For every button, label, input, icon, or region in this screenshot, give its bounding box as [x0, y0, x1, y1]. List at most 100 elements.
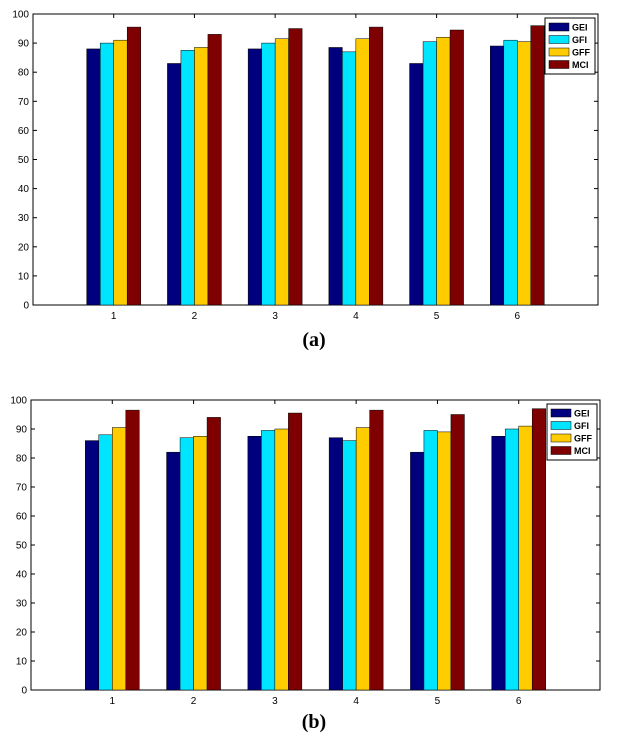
y-tick-label: 0 — [21, 686, 27, 697]
bar-mci-3 — [288, 412, 303, 691]
legend-label-mci: MCI — [572, 60, 589, 70]
bar-gff-3 — [274, 38, 289, 306]
y-tick-label: 10 — [18, 271, 30, 282]
legend-item-gfi: GFI — [550, 421, 589, 431]
chart-panel-b: 0 10 20 30 40 50 60 70 80 90 100 1 2 3 4 5 6 GEI GFI GFF MCI — [10, 396, 601, 707]
y-tick-label: 80 — [16, 454, 28, 465]
legend-label-gfi: GFI — [574, 421, 589, 431]
panel-label-b: (b) — [302, 711, 326, 733]
y-tick-label: 30 — [16, 599, 28, 610]
legend-label-gei: GEI — [574, 409, 590, 419]
legend-item-gei: GEI — [550, 408, 590, 419]
bar-mci-2 — [207, 34, 222, 306]
bar-mci-6 — [530, 25, 545, 306]
bar-gei-5 — [410, 451, 425, 691]
legend-label-gff: GFF — [574, 434, 592, 444]
legend-label-gfi: GFI — [572, 35, 587, 45]
legend-swatch-gei — [548, 22, 570, 32]
y-tick-label: 20 — [18, 242, 30, 253]
x-tick-label: 4 — [353, 311, 359, 322]
bar-gfi-5 — [422, 41, 437, 306]
y-tick-label: 50 — [18, 155, 30, 166]
bar-gfi-3 — [261, 42, 276, 306]
bar-gfi-1 — [99, 42, 114, 306]
bar-mci-6 — [531, 408, 546, 691]
bar-gff-4 — [355, 427, 370, 691]
legend-item-mci: MCI — [548, 60, 589, 70]
legend-a: GEI GFI GFF MCI — [544, 17, 596, 75]
x-tick-label: 3 — [272, 696, 278, 707]
x-tick-label: 1 — [111, 311, 117, 322]
bar-gff-2 — [194, 47, 209, 306]
legend-item-gfi: GFI — [548, 35, 587, 45]
bar-gff-3 — [274, 428, 289, 691]
x-tick-label: 2 — [192, 311, 198, 322]
bar-gei-4 — [328, 437, 343, 691]
bar-gei-5 — [409, 63, 424, 306]
chart-panel-a: 0 10 20 30 40 50 60 70 80 90 100 1 2 3 4 5 6 GEI GFI GFF MCI — [12, 10, 599, 322]
bar-mci-1 — [125, 409, 140, 691]
y-tick-label: 80 — [18, 68, 30, 79]
bar-mci-2 — [206, 417, 221, 691]
x-tick-label: 3 — [272, 311, 278, 322]
y-tick-label: 70 — [18, 97, 30, 108]
y-tick-label: 40 — [16, 570, 28, 581]
x-tick-label: 1 — [110, 696, 116, 707]
y-tick-label: 90 — [18, 39, 30, 50]
legend-label-gei: GEI — [572, 23, 588, 33]
bar-gfi-2 — [180, 50, 195, 306]
x-tick-label: 5 — [434, 311, 440, 322]
legend-swatch-mci — [550, 446, 572, 455]
y-tick-label: 30 — [18, 213, 30, 224]
bar-gff-5 — [437, 431, 452, 691]
bar-gfi-4 — [342, 440, 357, 691]
legend-swatch-gfi — [550, 421, 572, 430]
bar-gff-1 — [113, 39, 128, 306]
bar-mci-4 — [369, 409, 384, 691]
y-tick-label: 60 — [18, 126, 30, 137]
bar-gff-6 — [517, 41, 532, 306]
legend-item-gei: GEI — [548, 22, 588, 33]
x-tick-label: 2 — [191, 696, 197, 707]
bar-mci-4 — [369, 26, 384, 306]
bar-gff-1 — [112, 427, 127, 691]
legend-b: GEI GFI GFF MCI — [546, 403, 598, 461]
y-tick-label: 0 — [23, 301, 29, 312]
bar-gff-4 — [355, 38, 370, 306]
bar-gei-3 — [247, 48, 262, 306]
bar-gei-2 — [167, 63, 182, 306]
x-tick-label: 6 — [515, 311, 521, 322]
x-tick-label: 4 — [353, 696, 359, 707]
bar-mci-5 — [449, 29, 464, 306]
legend-swatch-gff — [550, 433, 572, 443]
legend-item-gff: GFF — [548, 47, 590, 58]
legend-item-mci: MCI — [550, 446, 591, 456]
y-tick-label: 70 — [16, 483, 28, 494]
bar-gei-1 — [86, 48, 101, 306]
legend-swatch-gei — [550, 408, 572, 418]
x-tick-label: 6 — [516, 696, 522, 707]
bar-gfi-1 — [98, 434, 113, 691]
y-tick-label: 100 — [12, 10, 29, 21]
y-tick-label: 20 — [16, 628, 28, 639]
bar-mci-5 — [450, 414, 465, 691]
bar-gfi-5 — [423, 430, 438, 691]
bar-gei-1 — [85, 440, 100, 691]
y-tick-label: 10 — [16, 657, 28, 668]
bar-gff-2 — [193, 436, 208, 691]
legend-swatch-gff — [548, 47, 570, 57]
bar-gei-6 — [490, 45, 505, 306]
y-tick-label: 90 — [16, 425, 28, 436]
legend-label-gff: GFF — [572, 48, 590, 58]
legend-label-mci: MCI — [574, 446, 591, 456]
bar-gei-3 — [247, 436, 262, 691]
legend-item-gff: GFF — [550, 433, 592, 444]
y-tick-label: 50 — [16, 541, 28, 552]
bar-gff-5 — [436, 37, 451, 306]
bar-gei-6 — [491, 436, 506, 691]
bar-gei-4 — [328, 47, 343, 306]
bar-gfi-6 — [504, 428, 519, 691]
legend-swatch-mci — [548, 60, 570, 69]
